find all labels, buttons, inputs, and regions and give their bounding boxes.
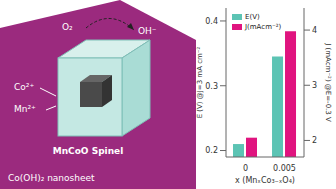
svg-text:OH⁻: OH⁻ [138,26,157,36]
svg-text:Mn²⁺: Mn²⁺ [14,104,36,114]
svg-text:2: 2 [312,136,317,145]
svg-text:0.2: 0.2 [205,146,218,155]
html-text:E(V): E(V) [245,13,260,21]
svg-text:4: 4 [312,26,317,35]
svg-text:3: 3 [312,81,317,90]
svg-text:0: 0 [243,164,248,173]
html-text:J(mAcm⁻²): J(mAcm⁻²) [245,23,282,31]
svg-text:J (mAcm⁻²) @E=-0.3 V: J (mAcm⁻²) @E=-0.3 V [324,42,328,122]
svg-text:MnCoO Spinel: MnCoO Spinel [53,146,124,156]
svg-text:0.005: 0.005 [273,164,296,173]
svg-text:Co²⁺: Co²⁺ [14,82,34,92]
svg-text:0.4: 0.4 [205,17,218,26]
svg-text:x (MnₓCo₃₋ₓO₄): x (MnₓCo₃₋ₓO₄) [235,176,295,185]
svg-text:E (V) @J=3 mA cm⁻²: E (V) @J=3 mA cm⁻² [196,46,204,118]
svg-text:Co(OH)₂ nanosheet: Co(OH)₂ nanosheet [8,173,95,183]
svg-text:O₂: O₂ [62,22,73,32]
svg-text:0.3: 0.3 [205,82,218,91]
